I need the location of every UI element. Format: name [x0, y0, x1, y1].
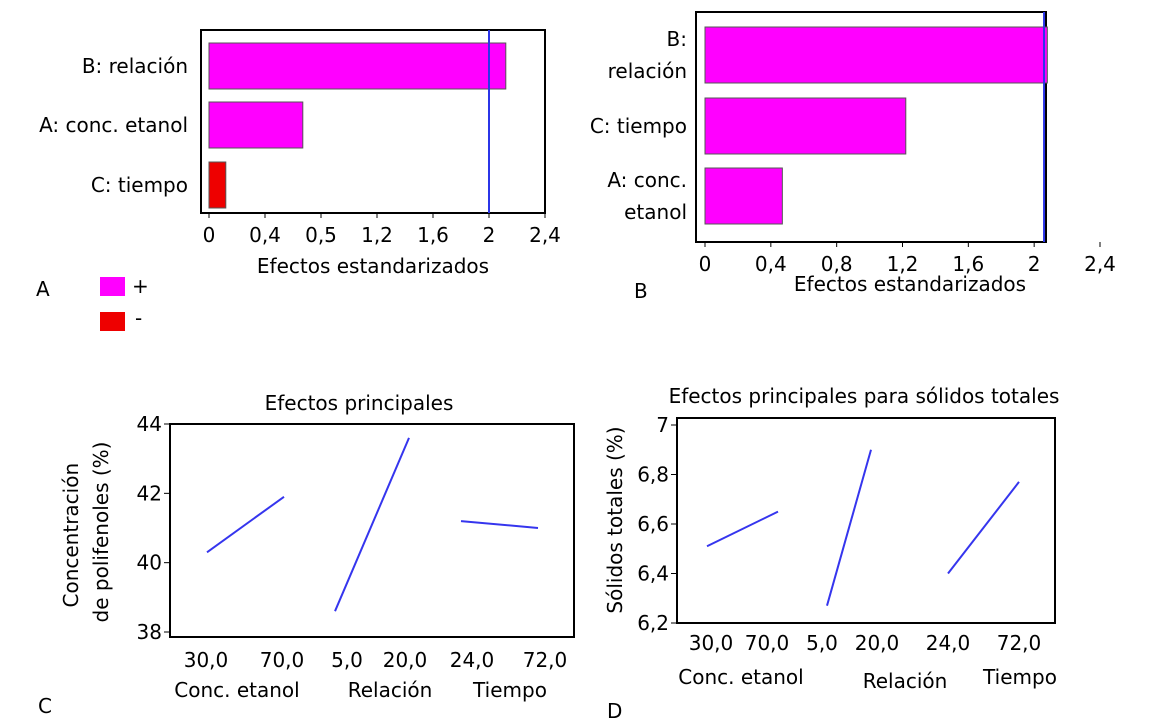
chart-b-category-labels: B: relación C: tiempo A: conc. etanol	[590, 27, 687, 224]
chart-b: B: relación C: tiempo A: conc. etanol 0 0,4 0,…	[590, 11, 1116, 296]
legend-swatch-negative	[100, 312, 125, 331]
effect-line	[334, 437, 410, 612]
x-tick-label: 0,4	[755, 252, 787, 276]
effect-line	[206, 495, 285, 554]
x-tick-label: 0	[203, 223, 216, 247]
legend-label-negative: -	[135, 306, 142, 330]
chart-b-x-axis-label: Efectos estandarizados	[794, 272, 1026, 296]
chart-a: B: relación A: conc. etanol C: tiempo 0 0,4…	[39, 29, 561, 278]
x-tick-label: 70,0	[260, 648, 305, 672]
effect-line	[460, 520, 539, 529]
bar	[704, 167, 783, 225]
y-tick-label: 42	[137, 481, 162, 505]
bar	[704, 26, 1048, 84]
x-tick-label: 72,0	[523, 648, 568, 672]
chart-d-title: Efectos principales para sólidos totales	[669, 384, 1060, 408]
y-tick-label: 40	[137, 551, 162, 575]
panel-letter-c: C	[38, 694, 52, 718]
factor-label: Tiempo	[982, 665, 1057, 689]
x-tick-label: 0,4	[249, 223, 281, 247]
bar	[704, 97, 907, 155]
chart-d-lines	[706, 449, 1020, 606]
x-tick-label: 2	[483, 223, 496, 247]
x-tick-label: 2,4	[1084, 252, 1116, 276]
chart-c-y-axis-label: Concentración de polifenoles (%)	[59, 442, 113, 623]
panel-letter-a: A	[36, 277, 50, 301]
factor-label: Conc. etanol	[678, 665, 803, 689]
chart-d-factor-labels: Conc. etanol Relación Tiempo	[678, 665, 1057, 693]
x-tick-label: 1,2	[361, 223, 393, 247]
y-tick-label: 6,6	[637, 512, 669, 536]
x-tick-label: 30,0	[184, 648, 229, 672]
effect-line	[706, 510, 779, 548]
bar	[208, 161, 227, 209]
x-tick-label: 0	[699, 252, 712, 276]
panel-letter-d: D	[607, 699, 622, 720]
chart-c-plot-frame	[169, 423, 575, 638]
x-tick-label: 20,0	[855, 631, 900, 655]
x-tick-label: 1,6	[952, 252, 984, 276]
category-label: B: relación	[608, 27, 687, 83]
x-tick-label: 70,0	[745, 631, 790, 655]
category-label: A: conc. etanol	[607, 168, 687, 224]
chart-d-plot-frame	[676, 417, 1056, 624]
chart-a-category-labels: B: relación A: conc. etanol C: tiempo	[39, 54, 188, 197]
y-tick-label: 44	[137, 412, 162, 436]
chart-b-bars	[704, 26, 1048, 225]
panel-letter-b: B	[634, 279, 648, 303]
x-tick-label: 0,8	[821, 252, 853, 276]
x-tick-label: 1,2	[887, 252, 919, 276]
x-tick-label: 5,0	[331, 648, 363, 672]
chart-a-plot-frame	[200, 29, 546, 214]
x-tick-label: 2	[1028, 252, 1041, 276]
x-tick-label: 5,0	[806, 631, 838, 655]
chart-d-y-axis-label: Sólidos totales (%)	[603, 426, 627, 613]
y-tick-label: 6,8	[637, 463, 669, 487]
category-label: A: conc. etanol	[39, 113, 188, 137]
legend-label-positive: +	[132, 274, 149, 298]
chart-c: 38 40 42 44 30,0 70,0 5,0 20,0 24,0 72,0 Conc. e…	[59, 391, 575, 702]
chart-d: 6,2 6,4 6,6 6,8 7 30,0 70,0 5,0 20,0 24,0 72,0 Co…	[603, 384, 1059, 693]
y-tick-label: 6,4	[637, 562, 669, 586]
x-tick-label: 72,0	[997, 631, 1042, 655]
legend-swatch-positive	[100, 277, 125, 296]
legend: + -	[100, 274, 149, 331]
chart-d-x-ticks: 30,0 70,0 5,0 20,0 24,0 72,0	[689, 631, 1042, 655]
chart-b-plot-frame	[695, 11, 1047, 243]
chart-c-y-axis-label-line2: de polifenoles (%)	[89, 442, 113, 623]
x-tick-label: 0,5	[305, 223, 337, 247]
chart-c-y-ticks: 38 40 42 44	[137, 412, 170, 644]
chart-c-factor-labels: Conc. etanol Relación Tiempo	[174, 678, 547, 702]
factor-label: Tiempo	[472, 678, 547, 702]
chart-a-x-axis-label: Efectos estandarizados	[257, 254, 489, 278]
factor-label: Relación	[348, 678, 433, 702]
y-tick-label: 7	[656, 413, 669, 437]
category-label: C: tiempo	[91, 173, 188, 197]
chart-b-x-ticks: 0 0,4 0,8 1,2 1,6 2 2,4	[699, 242, 1116, 276]
y-tick-label: 6,2	[637, 611, 669, 635]
factor-label: Conc. etanol	[174, 678, 299, 702]
chart-d-y-ticks: 6,2 6,4 6,6 6,8 7	[637, 413, 677, 635]
chart-c-lines	[206, 437, 539, 612]
x-tick-label: 24,0	[926, 631, 971, 655]
x-tick-label: 30,0	[689, 631, 734, 655]
chart-a-x-ticks: 0 0,4 0,5 1,2 1,6 2 2,4	[203, 213, 561, 247]
x-tick-label: 2,4	[529, 223, 561, 247]
x-tick-label: 1,6	[417, 223, 449, 247]
chart-a-bars	[208, 42, 507, 209]
effect-line	[947, 481, 1020, 575]
bar	[208, 42, 507, 90]
effect-line	[826, 449, 872, 606]
chart-c-x-ticks: 30,0 70,0 5,0 20,0 24,0 72,0	[184, 648, 568, 672]
x-tick-label: 20,0	[383, 648, 428, 672]
x-tick-label: 24,0	[450, 648, 495, 672]
category-label: B: relación	[82, 54, 188, 78]
y-tick-label: 38	[137, 620, 162, 644]
chart-c-y-axis-label-line1: Concentración	[59, 463, 83, 608]
factor-label: Relación	[863, 669, 948, 693]
category-label: C: tiempo	[590, 114, 687, 138]
chart-c-title: Efectos principales	[265, 391, 454, 415]
bar	[208, 101, 304, 149]
